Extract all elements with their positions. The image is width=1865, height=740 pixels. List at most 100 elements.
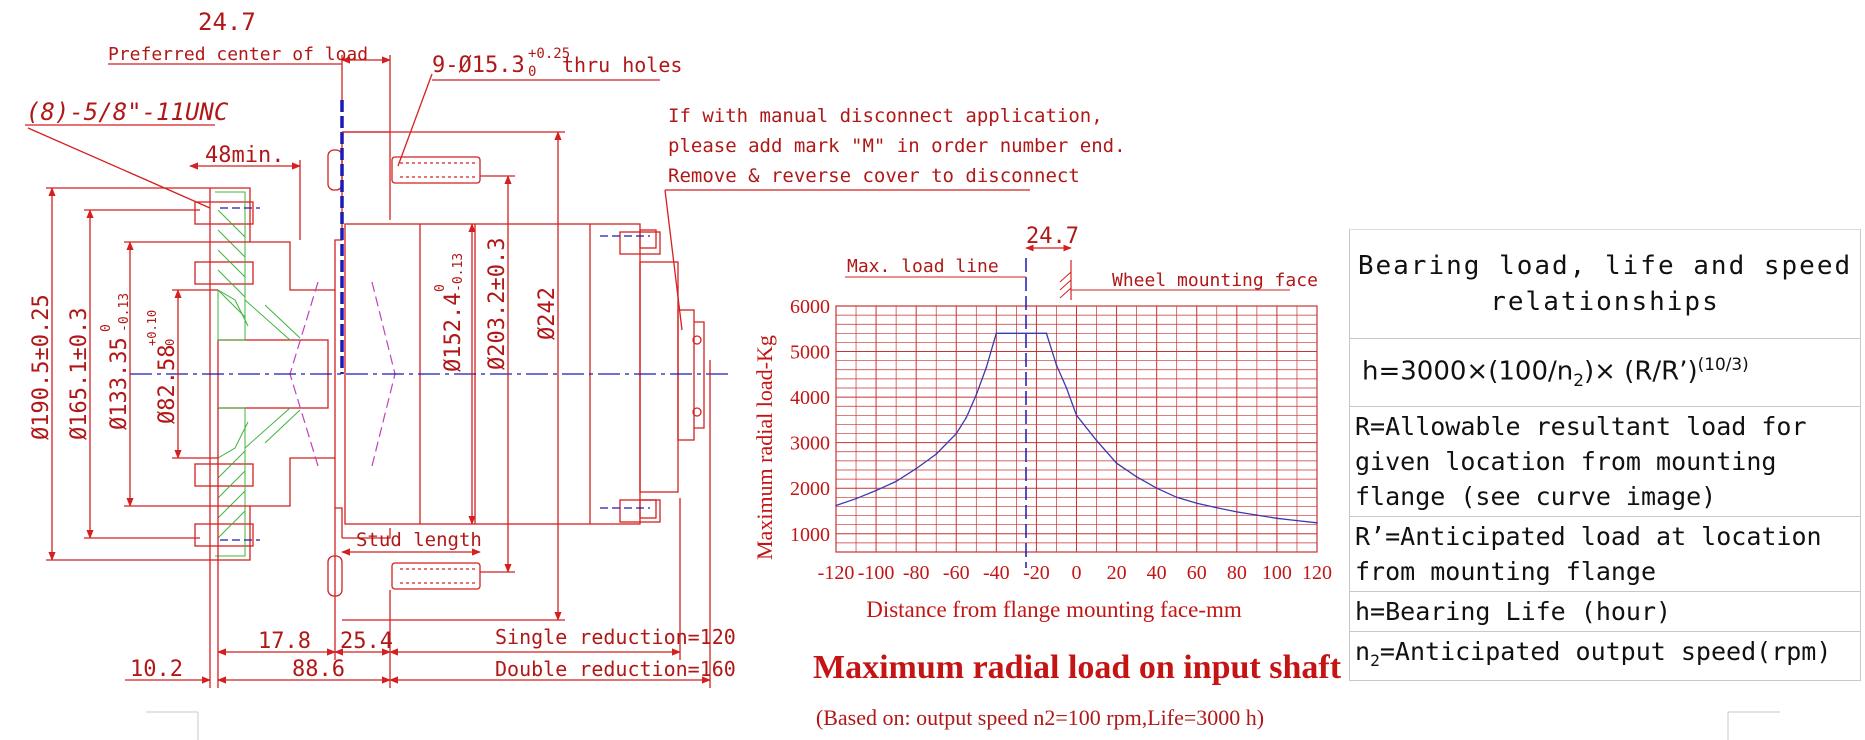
bearing-relationship-table: Bearing load, life and speed relationshi…	[1349, 229, 1861, 681]
stud-bottom	[391, 562, 481, 590]
leader-thread	[27, 127, 211, 209]
chart-y-ticks: 1000 2000 3000 4000 5000 6000	[790, 296, 830, 546]
data-point	[985, 366, 988, 369]
y-tick-label: 1000	[790, 524, 830, 546]
preferred-value: 24.7	[198, 8, 256, 36]
data-point	[965, 416, 968, 419]
life-formula: h=3000×(100/n2)× (R/R’)(10/3)	[1349, 338, 1861, 407]
y-tick-label: 2000	[790, 478, 830, 500]
chart-title: Maximum radial load on input shaft	[813, 649, 1342, 686]
leader-manual	[664, 189, 683, 331]
mount-flange	[342, 131, 391, 539]
data-point	[1316, 522, 1318, 524]
plot-frame	[835, 305, 1318, 553]
stud-length-label: Stud length	[356, 529, 482, 551]
x-tick-label: 20	[1107, 562, 1127, 584]
data-point	[995, 332, 998, 335]
leader-holes	[397, 73, 433, 167]
data-point	[1075, 414, 1078, 417]
data-point	[1115, 462, 1118, 464]
x-tick-label: -40	[983, 562, 1010, 584]
chart-dim-label: 24.7	[1026, 224, 1079, 249]
bearing-cone-lines	[289, 281, 396, 467]
dia-152-tol-l: -0.13	[451, 253, 466, 292]
y-tick-label: 4000	[790, 387, 830, 409]
chart-points	[835, 332, 1318, 524]
preferred-label: Preferred center of load	[108, 44, 368, 65]
data-point	[1045, 332, 1048, 335]
dia-82-tol-u: +0.10	[145, 310, 159, 346]
crop-marks	[146, 711, 1780, 740]
data-point	[835, 504, 837, 507]
dia-152-tol-u: 0	[433, 284, 448, 292]
hub-stud-mid	[194, 261, 254, 285]
dia-133-tol-u: 0	[99, 324, 114, 332]
h-definition: h=Bearing Life (hour)	[1349, 590, 1861, 632]
holes-tol-lower: 0	[528, 64, 536, 80]
dim-10-2-label: 10.2	[130, 657, 183, 682]
single-reduction-label: Single reduction=120	[495, 625, 736, 649]
hub-stud-mid	[194, 463, 254, 487]
data-point	[975, 394, 978, 396]
dim-25-4-label: 25.4	[340, 629, 393, 654]
data-point	[855, 497, 857, 500]
x-tick-label: -100	[858, 562, 895, 584]
dia-190-label: Ø190.5±0.25	[29, 294, 54, 440]
data-point	[1065, 387, 1068, 389]
dia-133-label: Ø133.35	[107, 337, 132, 430]
data-point	[955, 432, 958, 435]
chart-y-axis-label: Maximum radial load-Kg	[752, 335, 777, 560]
double-reduction-label: Double reduction=160	[495, 657, 736, 681]
x-tick-label: 120	[1302, 562, 1332, 584]
x-tick-label: 80	[1227, 562, 1247, 584]
data-point	[1175, 496, 1178, 499]
data-point	[915, 467, 917, 470]
thread-callout: (8)-5/8"-11UNC	[26, 98, 229, 126]
drawing-labels: 24.7 Preferred center of load 9-Ø15.3 +0…	[26, 8, 1126, 682]
max-load-line-label: Max. load line	[847, 256, 999, 277]
dia-133-tol-l: -0.13	[117, 293, 132, 332]
cover-bolt	[692, 335, 702, 345]
holes-suffix: thru holes	[562, 53, 682, 77]
r-definition: R=Allowable resultant load for given loc…	[1349, 405, 1861, 517]
x-tick-label: -60	[943, 562, 970, 584]
chart-subtitle: (Based on: output speed n2=100 rpm,Life=…	[816, 705, 1264, 730]
data-point	[1195, 502, 1198, 505]
body-bolt	[619, 231, 661, 255]
x-tick-label: 40	[1147, 562, 1167, 584]
x-tick-label: -20	[1023, 562, 1050, 584]
data-point	[1055, 364, 1058, 367]
dia-242-label: Ø242	[535, 287, 560, 340]
data-point	[1296, 519, 1298, 522]
chart-grid	[835, 305, 1318, 553]
rear-bolt	[639, 499, 657, 519]
wheel-face-hatch	[1059, 271, 1072, 299]
holes-callout: 9-Ø15.3	[432, 53, 525, 78]
manual-note-2: please add mark "M" in order number end.	[668, 135, 1126, 157]
end-cap-edge	[694, 321, 705, 429]
hub-outline	[210, 187, 335, 561]
dia-203-label: Ø203.2±0.3	[485, 238, 510, 370]
data-point	[1035, 332, 1038, 335]
dim-88-6-label: 88.6	[292, 657, 345, 682]
mechanical-drawing	[25, 55, 1030, 688]
data-point	[1276, 517, 1278, 520]
dim-17-8-label: 17.8	[258, 629, 311, 654]
data-point	[935, 453, 938, 455]
x-tick-label: -120	[818, 562, 855, 584]
chart-x-axis-label: Distance from flange mounting face-mm	[866, 597, 1242, 622]
r-prime-definition: R’=Anticipated load at location from mou…	[1349, 515, 1861, 592]
data-point	[1155, 487, 1158, 490]
dia-82-tol-l: 0	[163, 339, 177, 346]
stud-nut	[327, 149, 343, 191]
data-point	[1215, 507, 1218, 509]
dia-82-label: Ø82.58	[155, 345, 180, 424]
hub-stud-bot	[194, 523, 254, 547]
cover-bolt	[692, 407, 702, 417]
y-tick-label: 5000	[790, 342, 830, 364]
dia-165-label: Ø165.1±0.3	[67, 308, 92, 440]
holes-tol-upper: +0.25	[528, 46, 570, 62]
data-point	[1095, 439, 1098, 442]
y-tick-label: 6000	[790, 296, 830, 318]
